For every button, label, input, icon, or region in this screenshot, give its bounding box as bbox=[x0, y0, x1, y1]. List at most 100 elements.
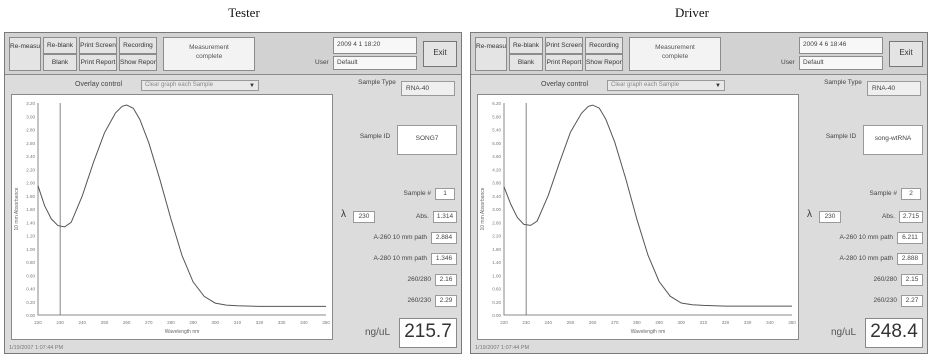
x-tick-label: 350 bbox=[322, 320, 330, 325]
re-measure-button[interactable]: Re-measure bbox=[9, 37, 41, 71]
toolbar: Re-measure Re-blank Blank Print Screen P… bbox=[471, 33, 927, 75]
toolbar: Re-measure Re-blank Blank Print Screen P… bbox=[5, 33, 461, 75]
x-tick-label: 260 bbox=[589, 320, 597, 325]
x-tick-label: 300 bbox=[677, 320, 685, 325]
recording-button[interactable]: Recording bbox=[119, 37, 157, 54]
x-tick-label: 350 bbox=[788, 320, 796, 325]
sample-number-label: Sample # bbox=[869, 190, 897, 197]
a280-label: A-280 10 mm path bbox=[373, 255, 427, 262]
lambda-field[interactable]: 230 bbox=[353, 211, 375, 223]
user-field[interactable]: Default bbox=[333, 56, 417, 70]
ratio-260-280-label: 260/280 bbox=[873, 276, 898, 283]
overlay-control-dropdown[interactable]: Clear graph each Sample ▼ bbox=[607, 80, 725, 91]
lambda-symbol: λ bbox=[341, 209, 346, 220]
re-blank-button[interactable]: Re-blank bbox=[43, 37, 77, 54]
y-tick-label: 3.20 bbox=[26, 101, 35, 106]
concentration-value: 248.4 bbox=[865, 318, 923, 348]
y-tick-label: 0.80 bbox=[26, 260, 35, 265]
a280-label: A-280 10 mm path bbox=[839, 255, 893, 262]
concentration-unit: ng/uL bbox=[831, 327, 857, 338]
y-axis-title: 10 mm Absorbance bbox=[480, 187, 486, 230]
x-tick-label: 240 bbox=[545, 320, 553, 325]
sample-id-field[interactable]: SONG7 bbox=[397, 125, 457, 155]
x-tick-label: 270 bbox=[611, 320, 619, 325]
blank-button[interactable]: Blank bbox=[43, 54, 77, 71]
print-report-button[interactable]: Print Report bbox=[545, 54, 583, 71]
y-tick-label: 1.00 bbox=[492, 273, 501, 278]
abs-field: 1.314 bbox=[433, 211, 457, 223]
y-tick-label: 1.00 bbox=[26, 247, 35, 252]
status-line-1: Measurement bbox=[655, 44, 695, 51]
print-screen-button[interactable]: Print Screen bbox=[545, 37, 583, 54]
x-tick-label: 340 bbox=[766, 320, 774, 325]
y-tick-label: 1.40 bbox=[492, 260, 501, 265]
sample-type-selector[interactable]: RNA-40 bbox=[401, 81, 455, 96]
y-tick-label: 3.40 bbox=[492, 194, 501, 199]
sample-number-field[interactable]: 2 bbox=[901, 188, 921, 200]
y-tick-label: 1.60 bbox=[26, 207, 35, 212]
blank-button[interactable]: Blank bbox=[509, 54, 543, 71]
sample-type-selector[interactable]: RNA-40 bbox=[867, 81, 921, 96]
lambda-field[interactable]: 230 bbox=[819, 211, 841, 223]
datetime-field: 2009 4 6 18:46 bbox=[799, 37, 883, 54]
sample-id-field[interactable]: song-wtRNA bbox=[863, 125, 923, 155]
y-tick-label: 0.00 bbox=[492, 313, 501, 318]
x-tick-label: 250 bbox=[101, 320, 109, 325]
ratio-260-230-field: 2.29 bbox=[435, 295, 457, 307]
re-measure-label: Re-measure bbox=[476, 43, 506, 50]
y-tick-label: 1.40 bbox=[26, 220, 35, 225]
user-label: User bbox=[315, 59, 329, 66]
y-tick-label: 3.00 bbox=[492, 207, 501, 212]
y-tick-label: 5.80 bbox=[492, 114, 501, 119]
print-screen-button[interactable]: Print Screen bbox=[79, 37, 117, 54]
sample-type-label: Sample Type bbox=[824, 79, 862, 86]
absorbance-plot: 3.20 3.00 2.80 2.60 2.40 2.20 2.00 1.80 1.60 1.40… bbox=[11, 94, 333, 340]
y-tick-label: 0.60 bbox=[26, 273, 35, 278]
x-tick-label: 340 bbox=[300, 320, 308, 325]
user-field[interactable]: Default bbox=[799, 56, 883, 70]
x-tick-label: 250 bbox=[567, 320, 575, 325]
absorbance-spectrum-line bbox=[503, 104, 792, 307]
abs-label: Abs. bbox=[415, 213, 429, 220]
exit-button[interactable]: Exit bbox=[889, 41, 923, 67]
driver-window: Re-measure Re-blank Blank Print Screen P… bbox=[470, 32, 928, 354]
re-measure-button[interactable]: Re-measure bbox=[475, 37, 507, 71]
x-tick-label: 280 bbox=[167, 320, 175, 325]
exit-button[interactable]: Exit bbox=[423, 41, 457, 67]
show-report-button[interactable]: Show Report bbox=[585, 54, 623, 71]
y-axis-title: 10 mm Absorbance bbox=[14, 187, 20, 230]
sample-number-field[interactable]: 1 bbox=[435, 188, 455, 200]
ratio-260-230-label: 260/230 bbox=[407, 297, 432, 304]
x-tick-label: 240 bbox=[79, 320, 87, 325]
y-tick-label: 4.20 bbox=[492, 167, 501, 172]
y-tick-label: 3.80 bbox=[492, 181, 501, 186]
y-tick-label: 0.00 bbox=[26, 313, 35, 318]
caption-tester: Tester bbox=[228, 5, 260, 20]
x-tick-label: 280 bbox=[633, 320, 641, 325]
show-report-button[interactable]: Show Report bbox=[119, 54, 157, 71]
x-tick-label: 330 bbox=[744, 320, 752, 325]
x-tick-label: 290 bbox=[655, 320, 663, 325]
y-tick-label: 4.60 bbox=[492, 154, 501, 159]
overlay-control-label: Overlay control bbox=[541, 81, 589, 88]
sample-id-label: Sample ID bbox=[825, 133, 857, 140]
ratio-260-230-label: 260/230 bbox=[873, 297, 898, 304]
ratio-260-280-field: 2.15 bbox=[901, 274, 923, 286]
x-axis-title: Wavelength nm bbox=[631, 329, 666, 335]
overlay-control-value: Clear graph each Sample bbox=[611, 82, 680, 88]
x-tick-label: 230 bbox=[522, 320, 530, 325]
y-tick-label: 3.00 bbox=[26, 114, 35, 119]
measurement-status: Measurement complete bbox=[163, 37, 255, 71]
y-tick-label: 0.60 bbox=[492, 287, 501, 292]
recording-button[interactable]: Recording bbox=[585, 37, 623, 54]
ratio-260-280-field: 2.16 bbox=[435, 274, 457, 286]
abs-field: 2.715 bbox=[899, 211, 923, 223]
y-tick-label: 2.40 bbox=[26, 154, 35, 159]
print-report-button[interactable]: Print Report bbox=[79, 54, 117, 71]
re-blank-button[interactable]: Re-blank bbox=[509, 37, 543, 54]
status-bar: 1/19/2007 1:07:44 PM bbox=[9, 345, 64, 351]
concentration-unit: ng/uL bbox=[365, 327, 391, 338]
sample-number-label: Sample # bbox=[403, 190, 431, 197]
overlay-control-dropdown[interactable]: Clear graph each Sample ▼ bbox=[141, 80, 259, 91]
absorbance-chart-svg: 6.20 5.80 5.40 5.00 4.60 4.20 3.80 3.40 3.00 2.60… bbox=[480, 101, 796, 335]
